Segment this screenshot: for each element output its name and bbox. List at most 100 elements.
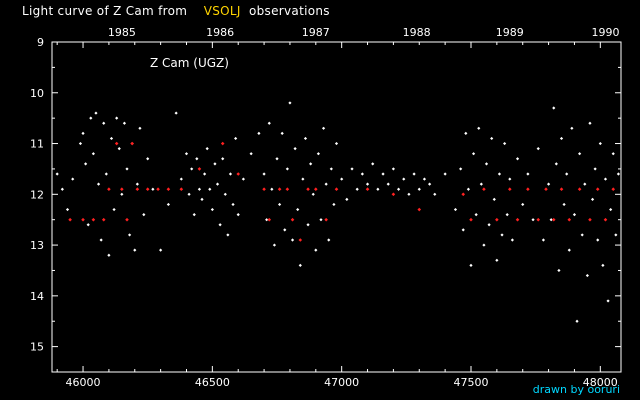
- title-prefix: Light curve of Z Cam from: [22, 4, 188, 18]
- highlight-point: [603, 217, 608, 222]
- year-label: 1986: [206, 26, 234, 39]
- year-label: 1985: [108, 26, 136, 39]
- observation-point: [536, 147, 540, 151]
- highlight-point: [469, 217, 473, 222]
- observation-point: [391, 167, 395, 171]
- observation-point: [492, 197, 496, 201]
- observation-point: [508, 177, 512, 181]
- observation-point: [107, 253, 111, 257]
- highlight-point: [515, 217, 520, 222]
- observation-point: [443, 172, 447, 176]
- observation-point: [218, 223, 222, 227]
- axis-ticks: 46000 46500 47000 47500 48000 1985 1986 1987 198…: [30, 26, 621, 389]
- observation-point: [521, 202, 525, 207]
- observation-point: [280, 131, 284, 135]
- highlight-point: [114, 141, 119, 146]
- observation-point: [549, 218, 553, 222]
- observation-point: [570, 126, 574, 130]
- highlight-point: [588, 217, 592, 222]
- observation-point: [275, 157, 279, 161]
- observation-point: [262, 172, 266, 176]
- observation-point: [78, 141, 83, 146]
- observation-point: [593, 167, 597, 171]
- observation-point: [515, 157, 520, 161]
- highlight-point: [536, 217, 541, 222]
- observation-point: [578, 152, 582, 156]
- observation-point: [298, 263, 302, 267]
- y-tick-label: 11: [30, 138, 44, 151]
- observation-point: [487, 223, 491, 227]
- observation-point: [324, 182, 328, 186]
- observation-point: [81, 131, 85, 135]
- observation-point: [316, 152, 320, 156]
- y-tick-label: 13: [30, 239, 44, 252]
- year-label: 1988: [403, 26, 431, 39]
- observation-point: [433, 192, 437, 196]
- highlight-point: [179, 187, 184, 192]
- observation-point: [221, 157, 225, 161]
- observation-point: [159, 248, 163, 252]
- observation-point: [376, 187, 380, 191]
- observation-point: [265, 218, 269, 222]
- observation-point: [531, 218, 535, 222]
- observation-point: [580, 233, 584, 237]
- observation-point: [303, 136, 308, 141]
- y-tick-label: 14: [30, 290, 44, 303]
- observation-point: [407, 192, 411, 196]
- observation-point: [396, 187, 401, 191]
- highlight-point: [120, 187, 124, 192]
- observation-point: [84, 162, 88, 166]
- highlight-point: [559, 187, 564, 192]
- observation-point: [122, 121, 127, 125]
- observation-point: [187, 192, 191, 196]
- highlight-point: [334, 187, 339, 192]
- observation-point: [340, 177, 344, 181]
- observation-point: [86, 223, 90, 227]
- observation-point: [428, 182, 432, 186]
- observation-point: [257, 131, 261, 135]
- observation-point: [55, 172, 59, 176]
- observation-point: [601, 263, 605, 267]
- observation-point: [278, 202, 282, 207]
- observation-point: [127, 233, 132, 237]
- observation-point: [210, 207, 214, 212]
- observation-point: [510, 238, 514, 242]
- chart-annotation: Z Cam (UGZ): [150, 56, 229, 70]
- observation-point: [332, 202, 336, 207]
- observation-point: [197, 187, 202, 191]
- highlight-point: [68, 217, 72, 222]
- observation-point: [329, 167, 333, 171]
- highlight-point: [236, 172, 241, 176]
- observation-point: [466, 187, 471, 191]
- observation-point: [596, 238, 600, 242]
- observation-point: [115, 116, 119, 120]
- observation-point: [479, 182, 483, 186]
- highlight-point: [220, 141, 225, 146]
- year-label: 1989: [496, 26, 524, 39]
- highlight-point: [391, 192, 396, 197]
- observation-point: [567, 248, 571, 252]
- observation-point: [223, 192, 227, 196]
- highlight-point: [495, 217, 499, 222]
- observation-point: [117, 147, 121, 151]
- observation-point: [104, 172, 108, 176]
- observation-point: [327, 238, 331, 242]
- highlight-point: [145, 187, 150, 192]
- observation-point: [65, 207, 70, 212]
- observation-point: [334, 141, 339, 146]
- highlight-point: [461, 192, 466, 197]
- observation-point: [270, 187, 274, 191]
- highlight-point: [101, 217, 106, 222]
- observation-point: [490, 136, 494, 141]
- y-tick-label: 10: [30, 87, 44, 100]
- observation-point: [200, 197, 204, 201]
- title-suffix: observations: [248, 4, 330, 18]
- chart-title: Light curve of Z Cam from VSOLJ observat…: [22, 4, 330, 18]
- data-points: [55, 101, 621, 323]
- observation-point: [179, 177, 183, 181]
- observation-point: [213, 162, 217, 166]
- observation-point: [293, 147, 297, 151]
- highlight-point: [125, 217, 129, 222]
- observation-point: [588, 121, 592, 125]
